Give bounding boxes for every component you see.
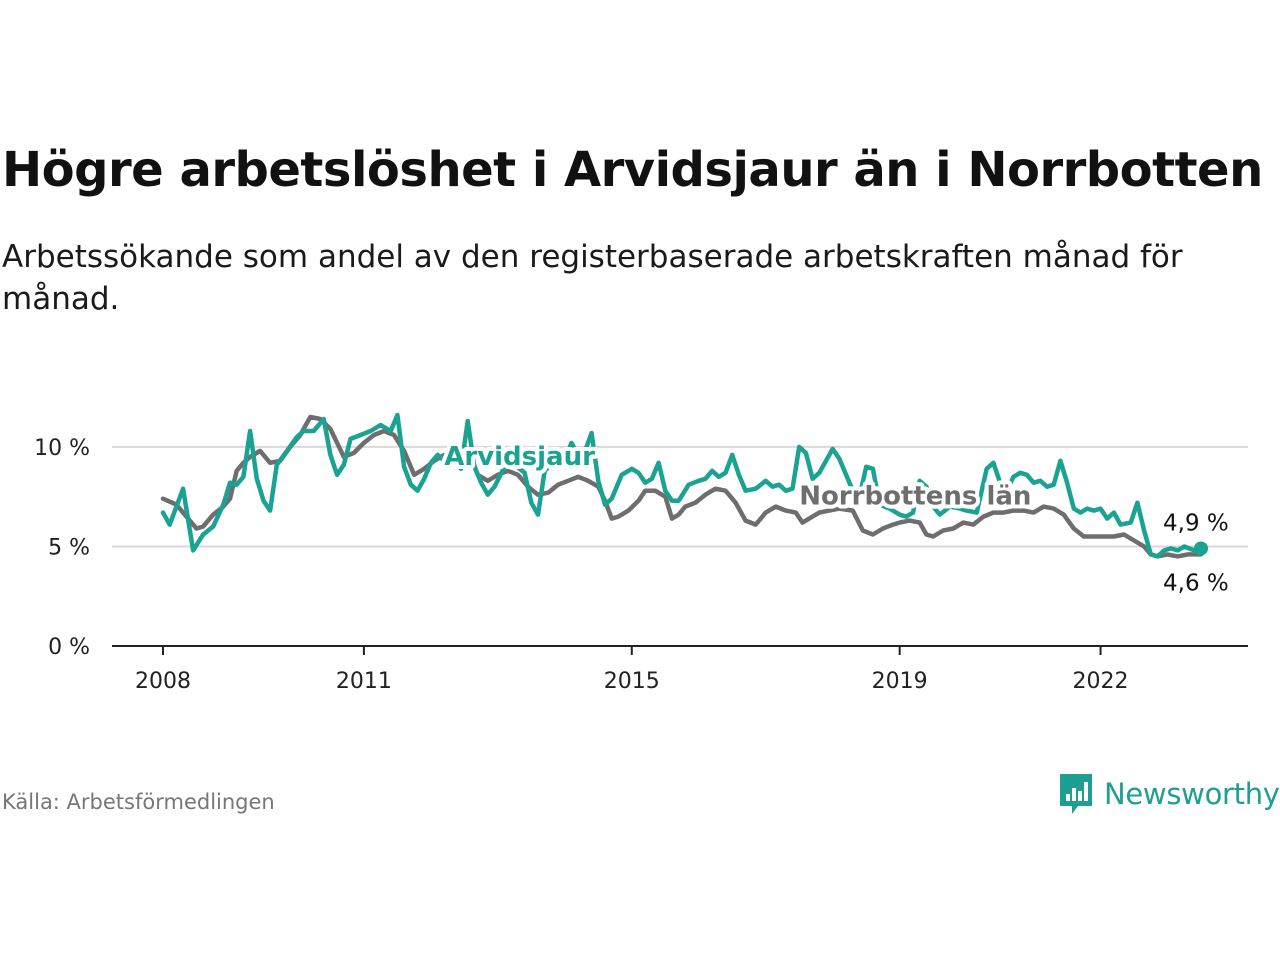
- y-axis-labels: 0 % 5 % 10 %: [34, 436, 90, 660]
- series-label: Norrbottens län: [799, 482, 1031, 512]
- x-tick-label: 2022: [1073, 669, 1129, 694]
- series-lines: [160, 412, 1208, 559]
- brand-name: Newsworthy: [1104, 777, 1280, 811]
- end-value-halo: 4,6 %: [1163, 570, 1229, 596]
- source-note: Källa: Arbetsförmedlingen: [2, 790, 275, 814]
- y-tick-label: 10 %: [34, 436, 90, 461]
- brand-logo[interactable]: Newsworthy: [1058, 772, 1280, 816]
- series-line-arvidsjaur: [160, 412, 1204, 559]
- x-tick-label: 2011: [336, 669, 392, 694]
- bar-chart-icon: [1060, 774, 1092, 814]
- end-value-halo: 4,9 %: [1163, 510, 1229, 536]
- end-point-marker: [1194, 541, 1208, 556]
- chart-title: Högre arbetslöshet i Arvidsjaur än i Nor…: [2, 142, 1263, 198]
- y-tick-label: 0 %: [48, 635, 90, 660]
- series-label-halo: Arvidsjaur: [444, 442, 595, 472]
- grid-lines: [112, 445, 1248, 548]
- end-value-label: 4,9 %: [1163, 510, 1229, 536]
- x-axis: 2008 2011 2015 2019 2022: [112, 645, 1248, 694]
- y-tick-label: 5 %: [48, 535, 90, 560]
- x-tick-label: 2019: [872, 669, 928, 694]
- series-label-halo: Norrbottens län: [799, 482, 1031, 512]
- end-value-label: 4,6 %: [1163, 570, 1229, 596]
- x-tick-label: 2008: [135, 669, 191, 694]
- series-line-norrbottens-län: [160, 414, 1204, 559]
- x-tick-label: 2015: [604, 669, 660, 694]
- series-label: Arvidsjaur: [444, 442, 595, 472]
- line-chart: 0 % 5 % 10 % 2008 2011 2015 2019 2022 Arvidsja…: [34, 412, 1248, 694]
- chart-subtitle: Arbetssökande som andel av den registerb…: [2, 239, 1183, 317]
